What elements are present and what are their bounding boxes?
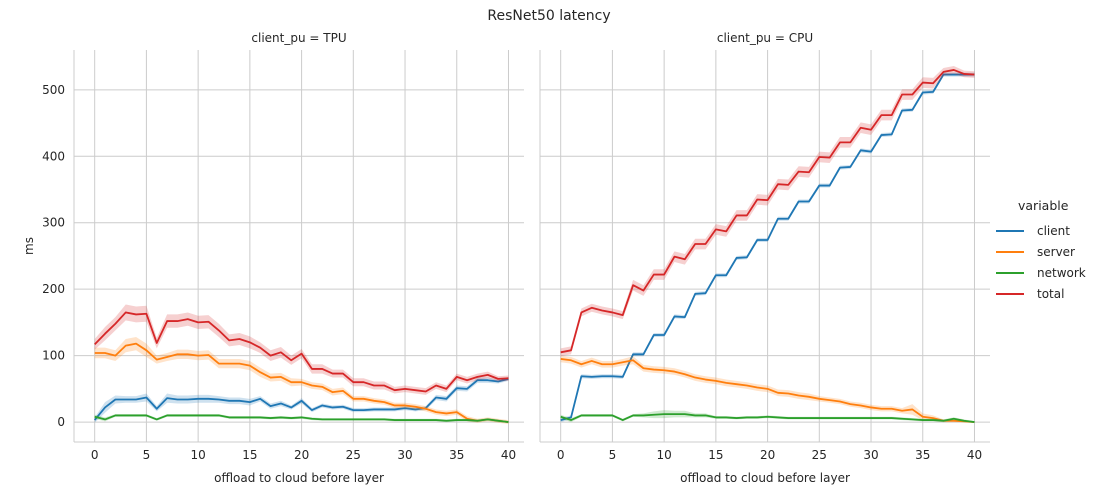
panel0-xtick-label: 25 (346, 448, 361, 462)
legend-item-server: server (996, 241, 1086, 262)
ytick-label: 200 (42, 282, 65, 296)
ytick-label: 400 (42, 149, 65, 163)
panel1-line-server (560, 358, 975, 423)
ytick-label: 300 (42, 216, 65, 230)
ytick-label: 500 (42, 83, 65, 97)
legend-item-client: client (996, 220, 1086, 241)
panel1-xtick-label: 30 (863, 448, 878, 462)
panel1-xtick-label: 40 (967, 448, 982, 462)
legend-title: variable (1018, 198, 1069, 213)
panel1-line-total (560, 69, 975, 354)
panel0-xtick-label: 40 (501, 448, 516, 462)
panel0-band-server (94, 337, 509, 425)
panel0-x-axis-label: offload to cloud before layer (214, 471, 384, 485)
legend-item-network: network (996, 262, 1086, 283)
panel1-xtick-label: 5 (609, 448, 617, 462)
panel0-xtick-label: 5 (143, 448, 151, 462)
legend-item-total: total (996, 283, 1086, 304)
panel1-x-axis-label: offload to cloud before layer (680, 471, 850, 485)
legend-swatch-server (996, 250, 1024, 253)
panel0-line-client (93, 378, 509, 421)
y-axis-label: ms (22, 237, 36, 255)
legend-label-client: client (1037, 223, 1070, 238)
panel0-line-server (94, 342, 509, 423)
ytick-label: 0 (57, 415, 65, 429)
panel1-xtick-label: 15 (708, 448, 723, 462)
legend-label-server: server (1037, 244, 1075, 259)
ytick-label: 100 (42, 349, 65, 363)
panel0-xtick-label: 30 (397, 448, 412, 462)
panel1-xtick-label: 10 (656, 448, 671, 462)
chart-title: ResNet50 latency (487, 8, 611, 24)
panel0-title: client_pu = TPU (251, 31, 346, 45)
panel1-xtick-label: 25 (812, 448, 827, 462)
panel1-xtick-label: 20 (760, 448, 775, 462)
panel0-xtick-label: 35 (449, 448, 464, 462)
panel1-line-network (560, 413, 975, 423)
legend-swatch-network (996, 271, 1024, 274)
legend: variable client server network total (996, 198, 1086, 304)
panel0-xtick-label: 15 (242, 448, 257, 462)
panel0-xtick-label: 20 (294, 448, 309, 462)
legend-label-total: total (1037, 286, 1065, 301)
panel0-line-network (94, 414, 509, 423)
panel0-band-total (94, 304, 509, 395)
panel1-title: client_pu = CPU (717, 31, 813, 45)
legend-swatch-client (996, 229, 1024, 232)
panel0-band-client (94, 376, 509, 423)
panel0-xtick-label: 0 (91, 448, 99, 462)
legend-label-network: network (1037, 265, 1086, 280)
legend-swatch-total (996, 292, 1024, 295)
panel1-xtick-label: 35 (915, 448, 930, 462)
panel0-xtick-label: 10 (190, 448, 205, 462)
panel0-line-total (94, 311, 509, 393)
panel1-xtick-label: 0 (557, 448, 565, 462)
